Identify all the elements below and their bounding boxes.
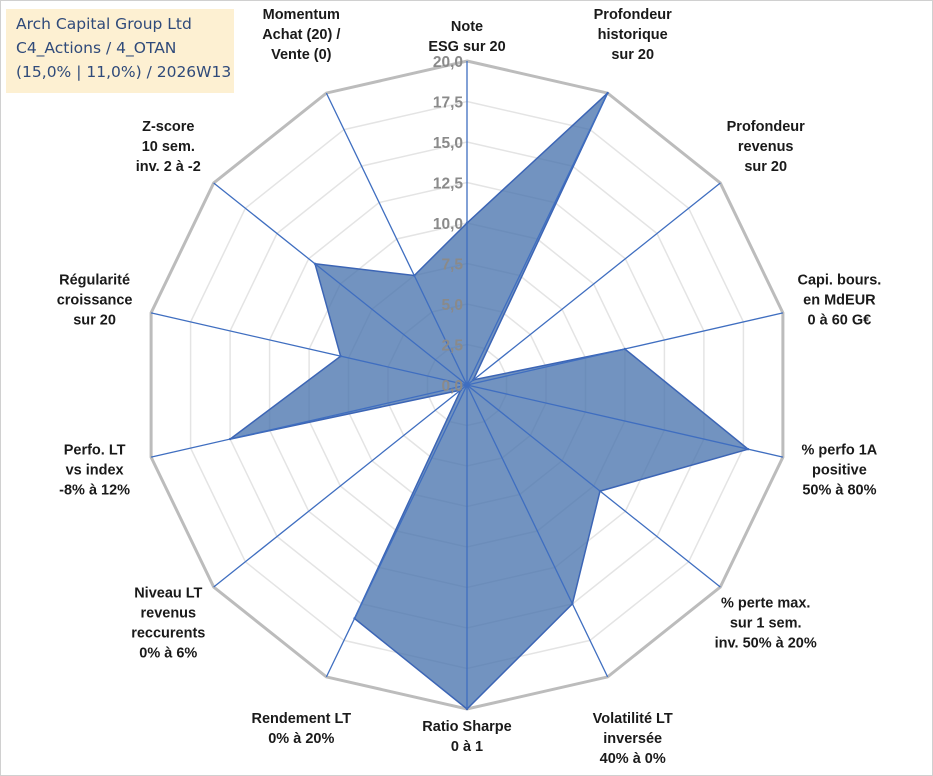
radar-tick-labels: 0,0 2,5 5,0 7,5 10,0 12,5 15,0 17,5 20,0 bbox=[433, 54, 464, 395]
tick-label: 5,0 bbox=[441, 297, 463, 314]
chart-subtitle-category: C4_Actions / 4_OTAN bbox=[16, 39, 177, 57]
axis-spoke-14 bbox=[325, 92, 468, 386]
axis-label-line: sur 20 bbox=[744, 159, 787, 175]
axis-label-13: Z-score 10 sem. inv. 2 à -2 bbox=[136, 119, 201, 175]
tick-label: 2,5 bbox=[441, 338, 463, 355]
axis-label-line: historique bbox=[598, 27, 668, 43]
axis-label-line: Ratio Sharpe bbox=[422, 719, 511, 735]
chart-subtitle-period: (15,0% | 11,0%) / 2026W13 bbox=[16, 63, 232, 81]
axis-label-8: Ratio Sharpe 0 à 1 bbox=[422, 719, 511, 755]
axis-label-10: Niveau LT revenus reccurents 0% à 6% bbox=[131, 586, 205, 662]
axis-label-line: ESG sur 20 bbox=[428, 39, 505, 55]
axis-label-line: Rendement LT bbox=[251, 711, 351, 727]
axis-spoke-10 bbox=[213, 384, 468, 588]
tick-label: 12,5 bbox=[433, 176, 464, 193]
axis-label-line: Capi. bours. bbox=[798, 272, 882, 288]
axis-label-line: Achat (20) / bbox=[262, 27, 340, 43]
axis-label-line: vs index bbox=[66, 462, 124, 478]
axis-label-line: inv. 50% à 20% bbox=[715, 636, 817, 652]
axis-label-line: Profondeur bbox=[727, 119, 805, 135]
axis-spoke-5 bbox=[466, 384, 784, 458]
axis-label-line: Volatilité LT bbox=[593, 711, 673, 727]
tick-label: 0,0 bbox=[441, 378, 463, 395]
tick-label: 7,5 bbox=[441, 257, 463, 274]
axis-label-line: Note bbox=[451, 19, 483, 35]
axis-label-line: Niveau LT bbox=[134, 586, 202, 602]
axis-label-line: Z-score bbox=[142, 119, 194, 135]
axis-spoke-2 bbox=[466, 92, 609, 386]
axis-spoke-3 bbox=[466, 182, 721, 386]
axis-label-line: en MdEUR bbox=[803, 292, 876, 308]
axis-spoke-13 bbox=[213, 182, 468, 386]
axis-label-12: Régularité croissance sur 20 bbox=[57, 272, 133, 328]
radar-spokes bbox=[150, 61, 784, 709]
axis-label-line: croissance bbox=[57, 292, 133, 308]
radar-axis-labels: Note ESG sur 20 Profondeur historique sur 20… bbox=[57, 7, 882, 767]
axis-label-line: 0% à 20% bbox=[268, 731, 334, 747]
axis-label-line: Perfo. LT bbox=[64, 442, 126, 458]
series-area bbox=[229, 92, 750, 711]
axis-label-line: % perte max. bbox=[721, 596, 810, 612]
axis-label-line: Vente (0) bbox=[271, 47, 332, 63]
axis-spoke-7 bbox=[466, 384, 609, 678]
tick-label: 20,0 bbox=[433, 54, 463, 71]
axis-label-line: sur 1 sem. bbox=[730, 616, 802, 632]
axis-label-line: 0% à 6% bbox=[139, 646, 197, 662]
axis-label-14: Momentum Achat (20) / Vente (0) bbox=[262, 7, 340, 63]
axis-label-4: Capi. bours. en MdEUR 0 à 60 G€ bbox=[798, 272, 882, 328]
axis-spoke-4 bbox=[466, 312, 784, 386]
radar-series bbox=[228, 91, 750, 711]
axis-label-5: % perfo 1A positive 50% à 80% bbox=[802, 442, 878, 498]
axis-label-line: Profondeur bbox=[594, 7, 672, 23]
axis-spoke-11 bbox=[150, 384, 468, 458]
axis-label-line: inv. 2 à -2 bbox=[136, 159, 201, 175]
axis-label-line: sur 20 bbox=[73, 312, 116, 328]
axis-label-2: Profondeur historique sur 20 bbox=[594, 7, 672, 63]
axis-label-line: sur 20 bbox=[611, 47, 654, 63]
axis-spoke-6 bbox=[466, 384, 721, 588]
axis-label-line: revenus bbox=[140, 606, 196, 622]
axis-label-1: Note ESG sur 20 bbox=[428, 19, 505, 55]
axis-label-line: positive bbox=[812, 462, 867, 478]
axis-label-line: 0 à 60 G€ bbox=[808, 312, 872, 328]
axis-label-line: % perfo 1A bbox=[802, 442, 878, 458]
axis-label-line: Régularité bbox=[59, 272, 130, 288]
axis-label-6: % perte max. sur 1 sem. inv. 50% à 20% bbox=[715, 596, 817, 652]
axis-label-line: inversée bbox=[603, 731, 662, 747]
axis-label-line: reccurents bbox=[131, 626, 205, 642]
axis-label-line: 40% à 0% bbox=[600, 751, 666, 767]
axis-spoke-12 bbox=[150, 312, 468, 386]
axis-label-11: Perfo. LT vs index -8% à 12% bbox=[59, 442, 130, 498]
axis-label-line: -8% à 12% bbox=[59, 482, 130, 498]
axis-label-7: Volatilité LT inversée 40% à 0% bbox=[593, 711, 673, 767]
chart-title: Arch Capital Group Ltd bbox=[16, 15, 192, 33]
tick-label: 17,5 bbox=[433, 95, 464, 112]
axis-label-line: Momentum bbox=[263, 7, 340, 23]
axis-spoke-9 bbox=[325, 384, 468, 678]
axis-label-line: revenus bbox=[738, 139, 794, 155]
axis-label-9: Rendement LT 0% à 20% bbox=[251, 711, 351, 747]
chart-title-box: Arch Capital Group Ltd C4_Actions / 4_OT… bbox=[6, 9, 234, 93]
tick-label: 15,0 bbox=[433, 135, 463, 152]
axis-label-line: 0 à 1 bbox=[451, 739, 483, 755]
axis-label-line: 50% à 80% bbox=[802, 482, 876, 498]
axis-label-3: Profondeur revenus sur 20 bbox=[727, 119, 805, 175]
axis-label-line: 10 sem. bbox=[142, 139, 195, 155]
tick-label: 10,0 bbox=[433, 216, 463, 233]
